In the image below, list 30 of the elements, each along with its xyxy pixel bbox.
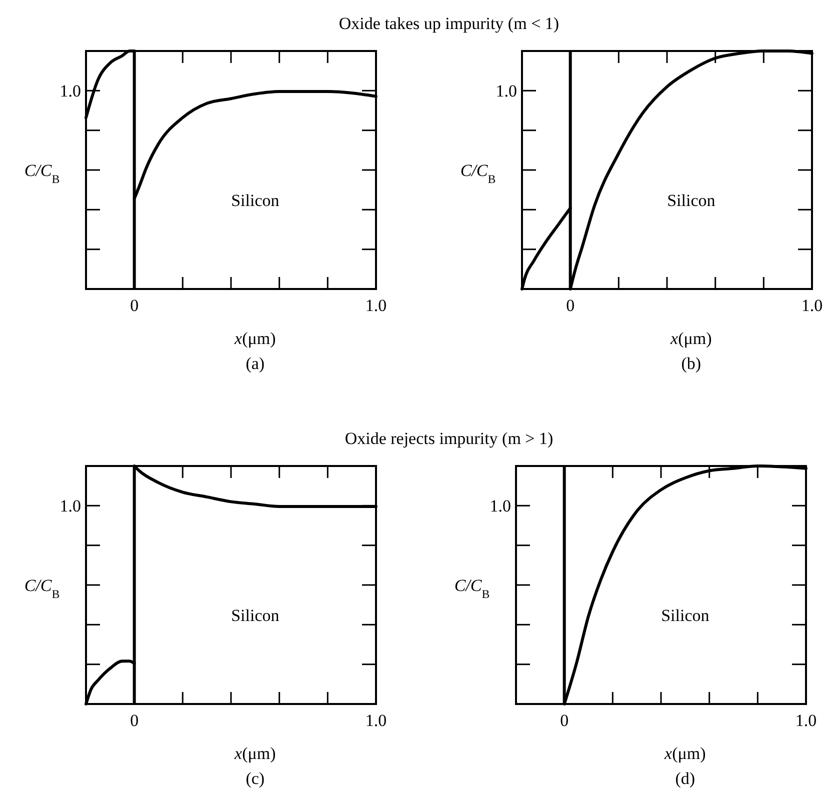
x-axis-title: x(μm): [664, 744, 706, 763]
y-axis-title: C/C$_{B}$: [24, 576, 60, 601]
y-axis-title: C/C$_{B}$: [454, 576, 490, 601]
y-axis-title: C/C$_{B}$: [24, 161, 60, 186]
x-tick-label: 1.0: [801, 296, 823, 315]
x-tick-label: 1.0: [365, 711, 387, 730]
x-tick-label: 0: [566, 296, 575, 315]
text: Oxide rejects impurity (m > 1): [344, 429, 554, 448]
x-axis-title: x(μm): [234, 329, 276, 348]
text: (b): [681, 354, 702, 373]
text: (c): [246, 769, 265, 788]
text: 1.0: [496, 82, 517, 101]
text: 1.0: [60, 82, 81, 101]
text: 1.0: [490, 496, 511, 516]
y-axis-title: C/C$_{B}$: [460, 161, 496, 186]
x-tick-label: 0: [130, 711, 139, 730]
annotation: Silicon: [661, 606, 710, 625]
annotation: Silicon: [667, 190, 716, 210]
x-tick-label: 1.0: [795, 711, 817, 730]
x-tick-label: 1.0: [365, 296, 387, 315]
text: 1.0: [60, 496, 81, 516]
text: (d): [675, 769, 696, 788]
annotation: Silicon: [231, 190, 280, 210]
x-tick-label: 0: [560, 711, 569, 730]
x-tick-label: 0: [130, 296, 139, 315]
text: Oxide takes up impurity (m < 1): [338, 14, 560, 33]
x-axis-title: x(μm): [670, 329, 712, 348]
annotation: Silicon: [231, 606, 280, 625]
text: (a): [246, 354, 265, 373]
x-axis-title: x(μm): [234, 744, 276, 763]
